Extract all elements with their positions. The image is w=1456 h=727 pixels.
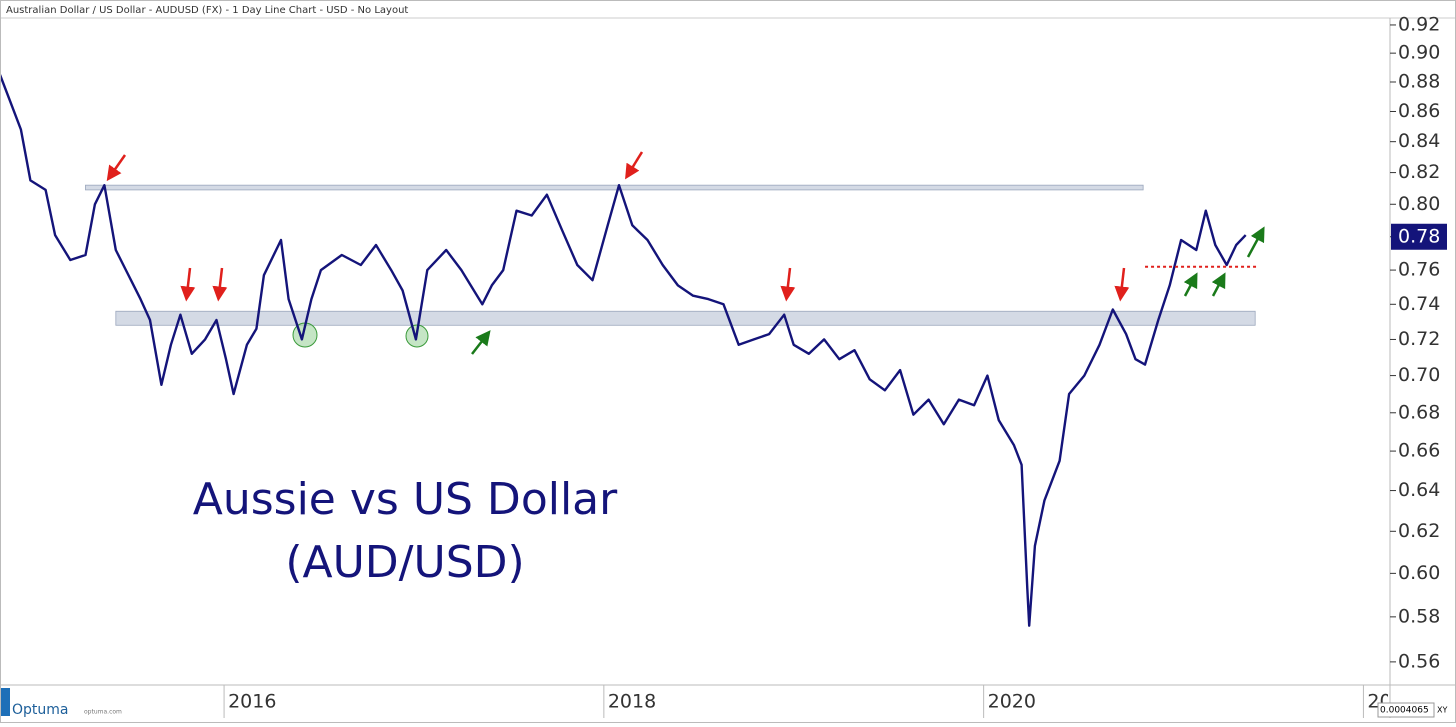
y-tick-label: 0.82 — [1398, 161, 1440, 183]
y-tick-label: 0.80 — [1398, 193, 1440, 215]
red-arrows — [106, 151, 1130, 302]
arrow — [1211, 272, 1226, 297]
brand-logo — [0, 688, 10, 716]
x-tick-label: 2018 — [608, 691, 656, 713]
support-band — [85, 184, 1144, 191]
arrow — [1183, 272, 1198, 297]
arrow — [780, 267, 796, 302]
annotation: (AUD/USD) — [285, 537, 524, 588]
y-tick-label: 0.70 — [1398, 364, 1440, 386]
x-tick-label: 2016 — [228, 691, 276, 713]
y-tick-label: 0.68 — [1398, 401, 1440, 423]
plot-area: Aussie vs US Dollar (AUD/USD) — [0, 74, 1265, 627]
arrow — [625, 151, 644, 180]
series — [0, 74, 1259, 627]
green-arrows — [471, 226, 1265, 355]
last-value-label: 0.78 — [1398, 225, 1440, 247]
y-tick-label: 0.88 — [1398, 70, 1440, 92]
y-tick-label: 0.86 — [1398, 100, 1440, 122]
arrow — [212, 267, 228, 302]
readout-mode: XY — [1437, 706, 1447, 715]
header-title: Australian Dollar / US Dollar - AUDUSD (… — [6, 5, 408, 16]
y-tick-label: 0.56 — [1398, 650, 1440, 672]
price-line — [0, 74, 1247, 627]
y-tick-label: 0.64 — [1398, 479, 1440, 501]
y-tick-label: 0.84 — [1398, 130, 1440, 152]
y-tick-label: 0.60 — [1398, 562, 1440, 584]
x-tick-label: 2020 — [988, 691, 1036, 713]
y-axis: 0.56 0.58 0.60 0.62 0.64 0.66 0.68 0.70 0.72 0.74… — [1390, 13, 1440, 672]
y-tick-label: 0.74 — [1398, 293, 1440, 315]
annotation: Aussie vs US Dollar — [193, 474, 618, 525]
y-tick-label: 0.72 — [1398, 328, 1440, 350]
arrow — [1114, 267, 1130, 302]
readout-box — [1377, 702, 1435, 718]
y-tick-label: 0.92 — [1398, 13, 1440, 35]
bands — [85, 184, 1256, 326]
arrow — [471, 330, 491, 355]
last-value-box — [1391, 223, 1447, 250]
y-tick-label: 0.58 — [1398, 605, 1440, 627]
y-tick-label: 0.76 — [1398, 259, 1440, 281]
support-band — [115, 310, 1256, 326]
brand-url: optuma.com — [84, 709, 122, 716]
arrow — [180, 267, 196, 302]
arrow — [106, 154, 127, 182]
y-tick-label: 0.62 — [1398, 520, 1440, 542]
y-tick-label: 0.90 — [1398, 42, 1440, 64]
y-tick-label: 0.66 — [1398, 440, 1440, 462]
x-axis: 2016201820202022 — [223, 685, 1388, 718]
brand: Optuma — [12, 702, 69, 718]
arrow — [1246, 226, 1265, 258]
readout: 0.0004065 — [1380, 706, 1429, 716]
